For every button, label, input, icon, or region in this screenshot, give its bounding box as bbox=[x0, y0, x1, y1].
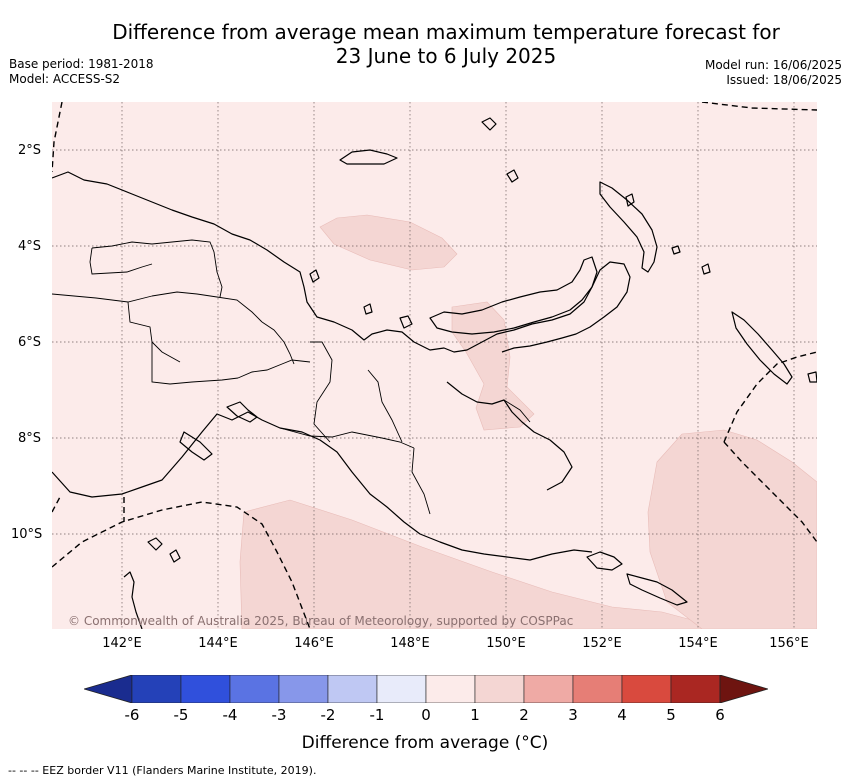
lon-label-154e: 154°E bbox=[678, 636, 718, 651]
new-britain-island bbox=[429, 256, 598, 335]
lon-label-152e: 152°E bbox=[582, 636, 622, 651]
torres-islands bbox=[147, 537, 181, 563]
colorbar-segment bbox=[376, 675, 427, 703]
colorbar-tick-label: 6 bbox=[715, 706, 725, 724]
model-name: Model: ACCESS-S2 bbox=[9, 72, 121, 86]
provincial-borders bbox=[52, 239, 531, 515]
bougainville-island bbox=[731, 311, 793, 385]
colorbar-tick-label: -4 bbox=[222, 706, 238, 724]
model-run: Model run: 16/06/2025 bbox=[704, 58, 842, 72]
colorbar-tick-label: -1 bbox=[369, 706, 385, 724]
lon-label-144e: 144°E bbox=[198, 636, 238, 651]
colorbar-segment bbox=[572, 675, 623, 703]
colorbar bbox=[84, 675, 768, 703]
northern-island-1 bbox=[481, 117, 497, 131]
eez-northeast bbox=[701, 102, 817, 111]
colorbar-segment bbox=[131, 675, 182, 703]
colorbar-tick-label: -2 bbox=[320, 706, 336, 724]
northern-island-6 bbox=[363, 303, 373, 315]
eastern-island-1 bbox=[671, 245, 681, 255]
fly-delta bbox=[179, 431, 213, 461]
lon-label-142e: 142°E bbox=[102, 636, 142, 651]
manus-island bbox=[339, 149, 398, 165]
northern-island-3 bbox=[625, 193, 635, 207]
northern-island-2 bbox=[506, 169, 519, 183]
lat-label-4s: 4°S bbox=[18, 239, 42, 254]
eez-southwest bbox=[52, 501, 311, 629]
graticule bbox=[52, 102, 817, 629]
louisiade-islands bbox=[626, 573, 688, 606]
colorbar-tick-label: 3 bbox=[568, 706, 578, 724]
eez-legend: -- -- -- EEZ border V11 (Flanders Marine… bbox=[8, 764, 317, 777]
colorbar-segments bbox=[84, 675, 768, 703]
colorbar-tick-label: 4 bbox=[617, 706, 627, 724]
colorbar-segment bbox=[278, 675, 329, 703]
colorbar-segment bbox=[474, 675, 525, 703]
colorbar-segment bbox=[229, 675, 280, 703]
eez-east bbox=[723, 351, 817, 443]
lat-label-10s: 10°S bbox=[11, 527, 43, 542]
copyright-notice: © Commonwealth of Australia 2025, Bureau… bbox=[68, 614, 574, 628]
anomaly-region-south bbox=[239, 499, 703, 629]
colorbar-segment bbox=[523, 675, 574, 703]
colorbar-tick-label: -5 bbox=[173, 706, 189, 724]
colorbar-segment bbox=[621, 675, 672, 703]
new-guinea-north-coast bbox=[52, 171, 631, 353]
south-estuary bbox=[226, 401, 258, 423]
anomaly-region-east bbox=[647, 429, 817, 629]
dentrecasteaux-islands bbox=[586, 551, 623, 571]
eez-west-north bbox=[52, 102, 63, 173]
eastern-island-2 bbox=[701, 263, 711, 275]
title-line-1: Difference from average mean maximum tem… bbox=[112, 20, 780, 44]
colorbar-tick-label: -3 bbox=[271, 706, 287, 724]
lat-label-8s: 8°S bbox=[18, 431, 42, 446]
northern-island-4 bbox=[309, 269, 320, 283]
cape-york-coast bbox=[123, 571, 143, 629]
colorbar-segment bbox=[425, 675, 476, 703]
meta-right: Model run: 16/06/2025 Issued: 18/06/2025 bbox=[705, 58, 842, 88]
colorbar-tick-label: 2 bbox=[519, 706, 529, 724]
lon-label-148e: 148°E bbox=[390, 636, 430, 651]
colorbar-tick-label: -6 bbox=[124, 706, 140, 724]
lat-label-6s: 6°S bbox=[18, 335, 42, 350]
coastlines bbox=[52, 117, 817, 629]
anomaly-regions bbox=[239, 214, 817, 629]
title-line-2: 23 June to 6 July 2025 bbox=[335, 44, 557, 68]
colorbar-tick-label: 1 bbox=[470, 706, 480, 724]
colorbar-tick-label: 0 bbox=[421, 706, 431, 724]
colorbar-segment bbox=[327, 675, 378, 703]
base-period: Base period: 1981-2018 bbox=[9, 57, 154, 71]
lon-label-146e: 146°E bbox=[294, 636, 334, 651]
new-ireland-island bbox=[599, 181, 658, 273]
eastern-island-3 bbox=[807, 371, 817, 383]
colorbar-arrow-low bbox=[84, 675, 133, 703]
lat-label-2s: 2°S bbox=[18, 143, 42, 158]
colorbar-tick-label: 5 bbox=[666, 706, 676, 724]
new-guinea-south-coast bbox=[52, 411, 593, 561]
lon-label-150e: 150°E bbox=[486, 636, 526, 651]
lon-label-156e: 156°E bbox=[769, 636, 809, 651]
colorbar-segment bbox=[670, 675, 721, 703]
map-title: Difference from average mean maximum tem… bbox=[0, 20, 850, 68]
eez-south-left bbox=[52, 496, 61, 513]
eez-borders bbox=[52, 102, 817, 629]
meta-left: Base period: 1981-2018 Model: ACCESS-S2 bbox=[9, 57, 154, 87]
anomaly-region-central bbox=[451, 301, 535, 431]
issued-date: Issued: 18/06/2025 bbox=[726, 73, 842, 87]
northern-island-5 bbox=[399, 315, 413, 329]
colorbar-arrow-high bbox=[719, 675, 768, 703]
map-panel: © Commonwealth of Australia 2025, Bureau… bbox=[52, 102, 817, 629]
anomaly-region-north bbox=[319, 214, 458, 271]
colorbar-title: Difference from average (°C) bbox=[301, 733, 549, 753]
map-canvas bbox=[52, 102, 817, 629]
eez-southeast bbox=[723, 441, 817, 543]
huon-coast bbox=[446, 381, 573, 491]
colorbar-segment bbox=[180, 675, 231, 703]
